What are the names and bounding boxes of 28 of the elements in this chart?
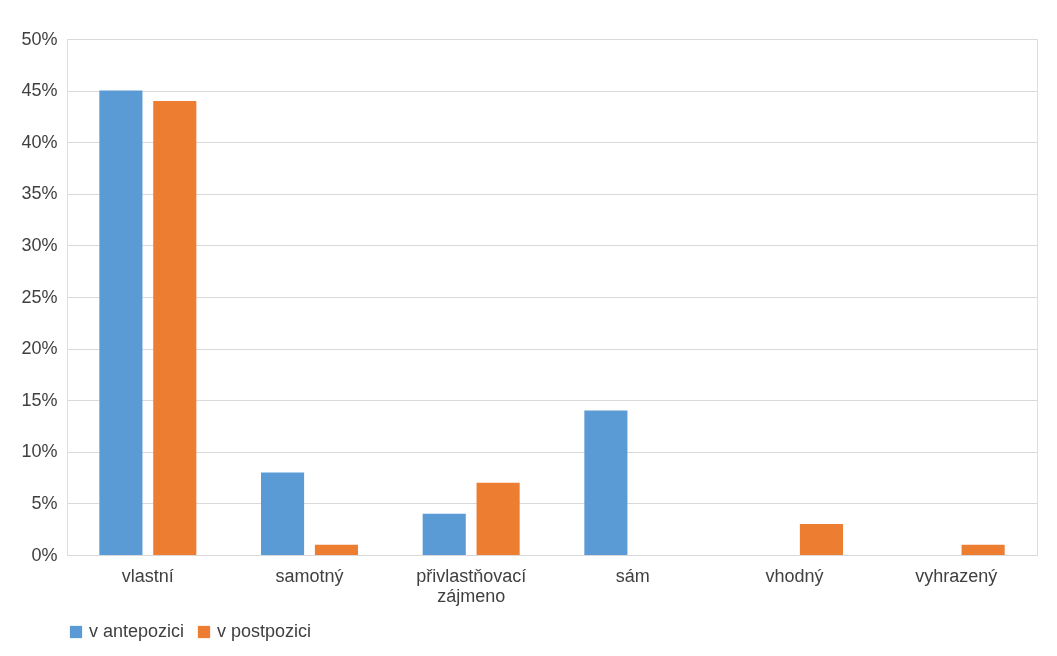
x-tick-label: sám (615, 565, 650, 586)
x-tick-label: vyhrazený (915, 565, 998, 586)
bar (314, 544, 358, 555)
bar (476, 482, 520, 555)
x-tick-label: vhodný (765, 565, 824, 586)
bar (99, 90, 143, 555)
legend-label: v antepozici (89, 621, 185, 641)
x-tick-label: přivlastňovací zájmeno (416, 565, 527, 606)
y-tick-label: 0% (31, 544, 58, 565)
y-tick-label: 25% (21, 286, 58, 307)
legend-label: v postpozici (217, 621, 312, 641)
bar (422, 513, 466, 555)
y-tick-label: 35% (21, 183, 58, 204)
y-tick-label: 45% (21, 80, 58, 101)
y-tick-label: 15% (21, 389, 58, 410)
bar (799, 524, 843, 555)
x-tick-label: samotný (275, 565, 344, 586)
y-tick-label: 10% (21, 441, 58, 462)
bar (261, 472, 305, 555)
y-tick-label: 20% (21, 338, 58, 359)
y-tick-label: 50% (21, 28, 58, 49)
bar (961, 544, 1005, 555)
x-tick-label: vlastní (121, 565, 174, 586)
y-tick-label: 40% (21, 131, 58, 152)
y-tick-label: 5% (31, 492, 58, 513)
bar (153, 100, 197, 555)
bar (584, 410, 628, 555)
y-tick-label: 30% (21, 234, 58, 255)
